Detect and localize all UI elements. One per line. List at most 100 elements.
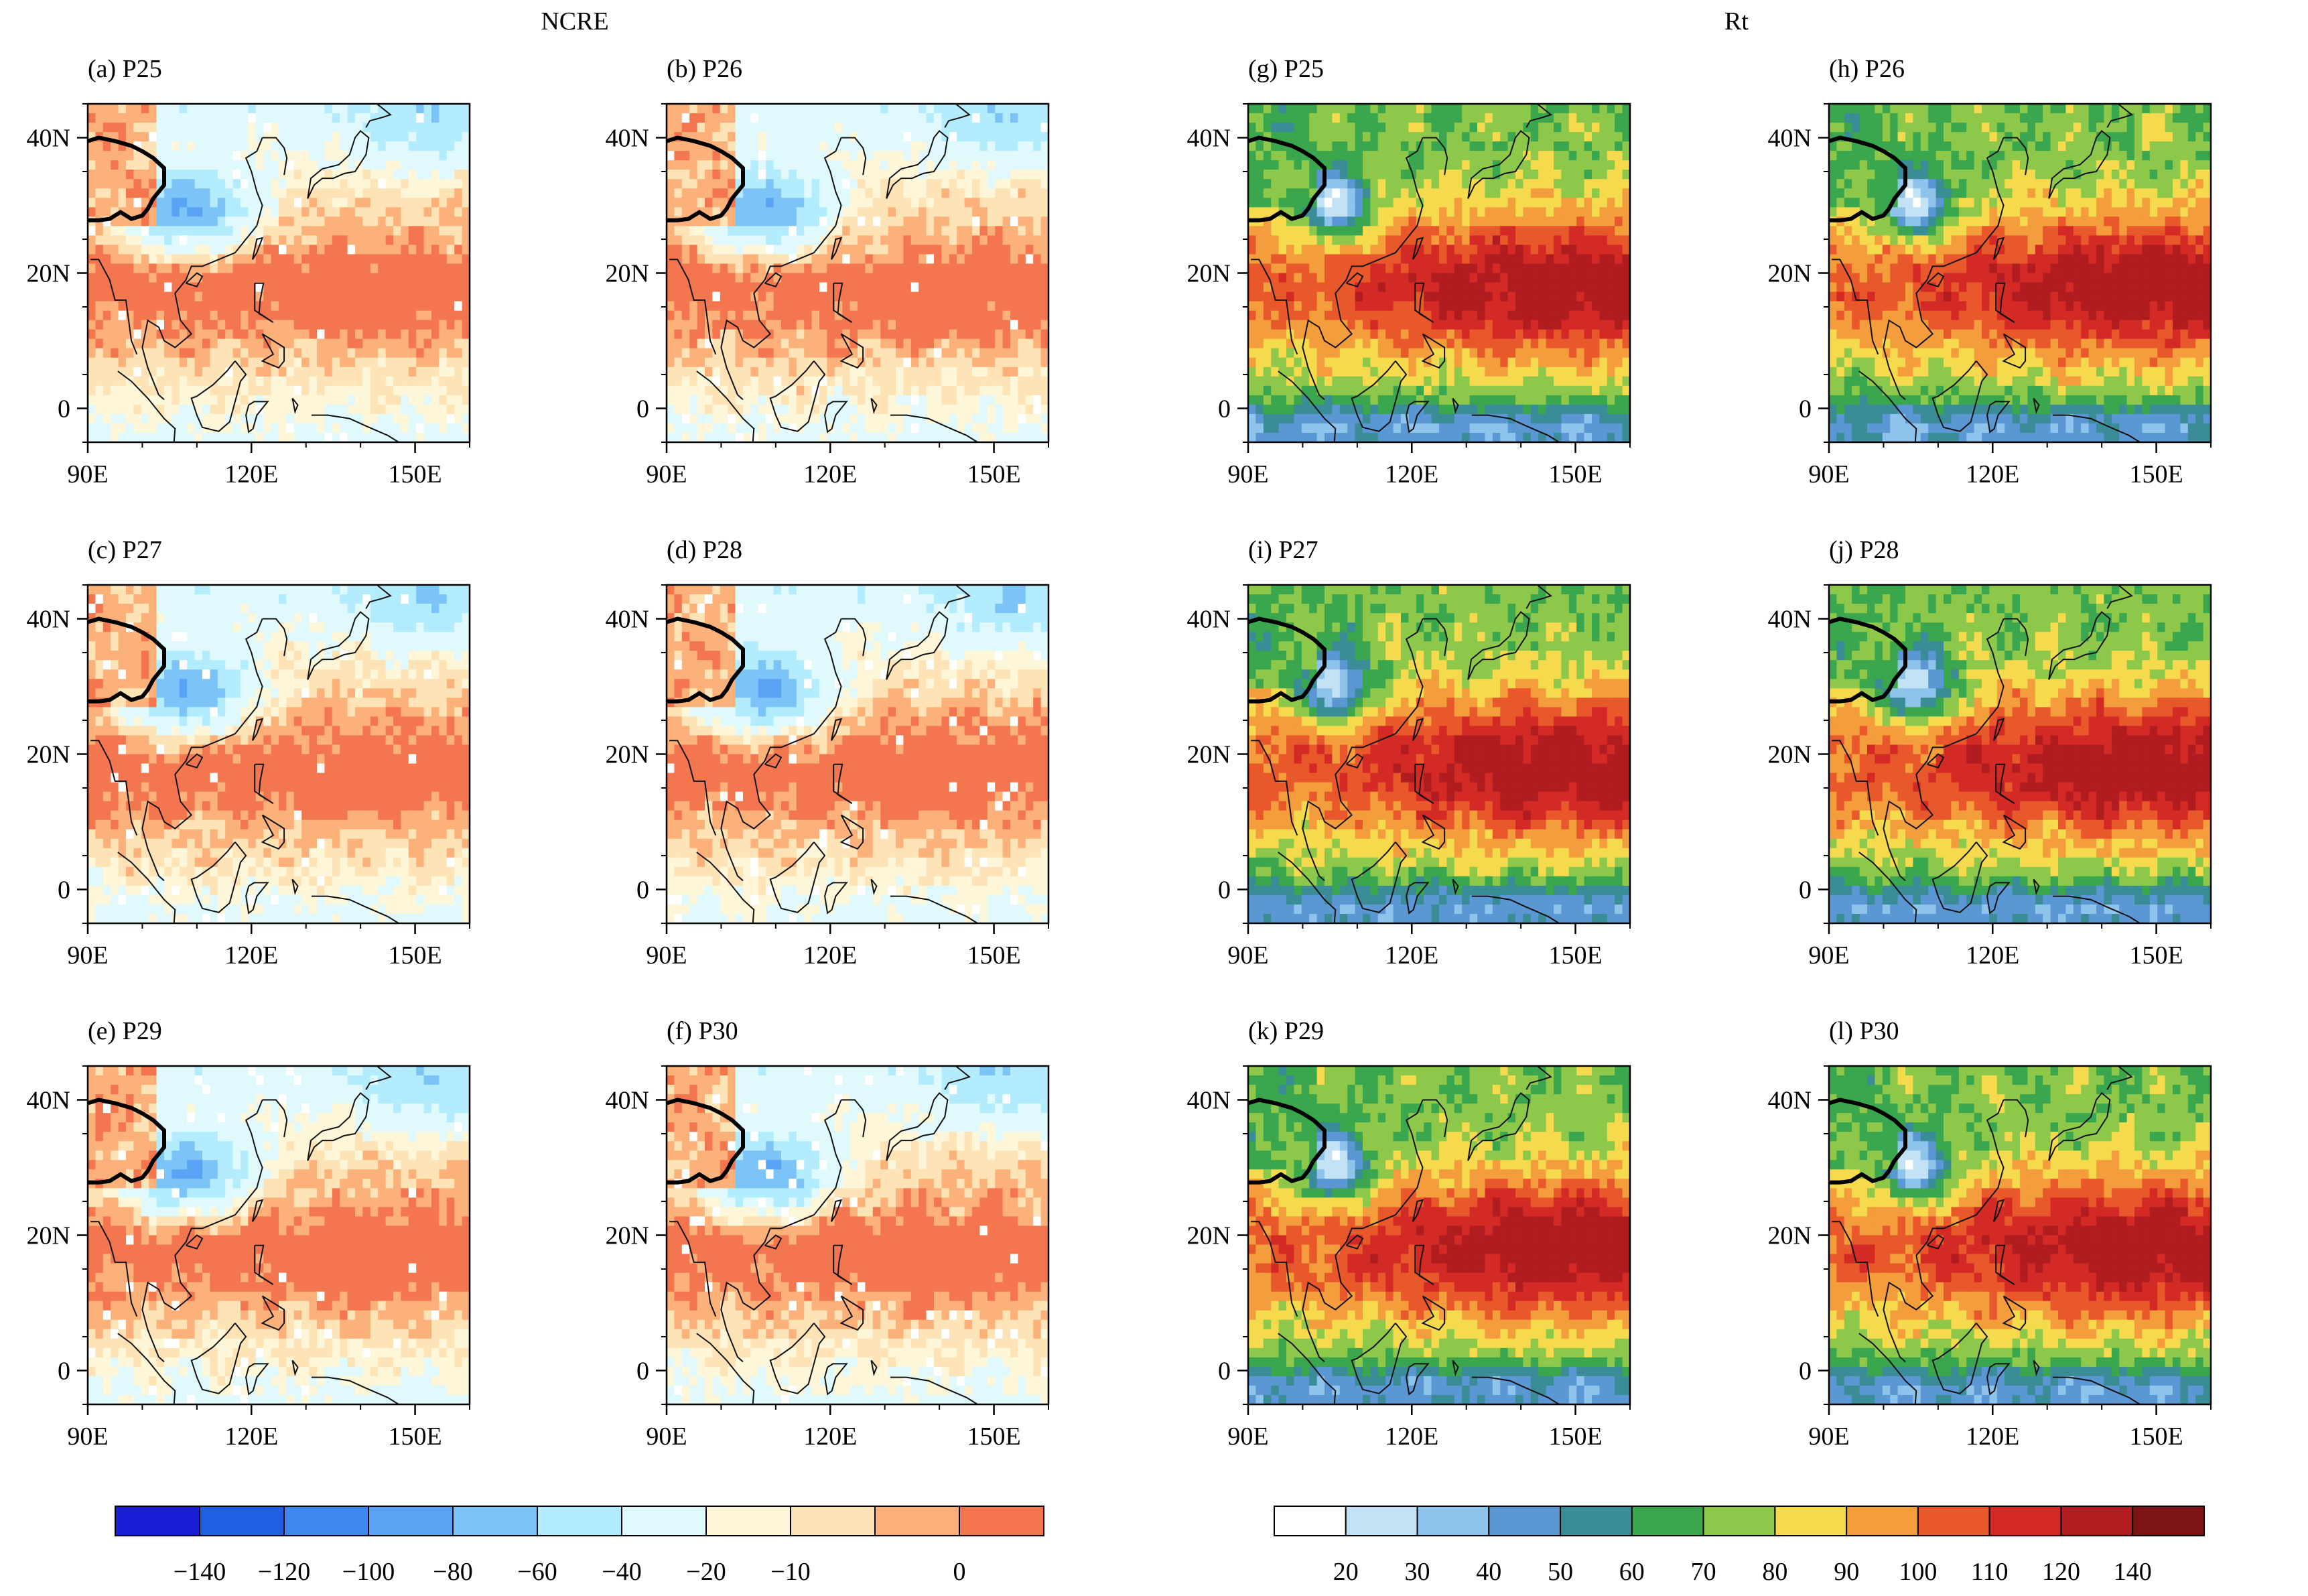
grid-cell: [835, 179, 843, 189]
grid-cell: [888, 207, 896, 217]
grid-cell: [842, 386, 850, 396]
grid-cell: [180, 170, 188, 180]
grid-cell: [705, 151, 713, 161]
grid-cell: [310, 395, 318, 405]
grid-cell: [286, 170, 294, 180]
grid-cell: [1394, 320, 1402, 330]
grid-cell: [965, 141, 973, 151]
grid-cell: [949, 330, 957, 340]
grid-cell: [812, 113, 820, 123]
grid-cell: [1026, 245, 1034, 255]
grid-cell: [355, 292, 363, 302]
grid-cell: [949, 132, 957, 142]
grid-cell: [439, 198, 447, 208]
grid-cell: [393, 273, 401, 283]
grid-cell: [988, 414, 996, 424]
grid-cell: [674, 226, 682, 236]
grid-cell: [393, 311, 401, 321]
grid-cell: [911, 123, 919, 133]
grid-cell: [858, 235, 866, 245]
grid-cell: [957, 216, 965, 226]
grid-cell: [202, 104, 210, 114]
grid-cell: [340, 273, 348, 283]
grid-cell: [340, 207, 348, 217]
grid-cell: [1446, 179, 1454, 189]
grid-cell: [1394, 123, 1402, 133]
grid-cell: [850, 123, 858, 133]
grid-cell: [225, 263, 233, 273]
grid-cell: [941, 245, 949, 255]
grid-cell: [454, 170, 462, 180]
panel-label: (b) P26: [667, 55, 742, 83]
grid-cell: [911, 188, 919, 198]
grid-cell: [447, 141, 455, 151]
grid-cell: [386, 273, 394, 283]
grid-cell: [728, 123, 736, 133]
grid-cell: [774, 141, 782, 151]
grid-cell: [362, 179, 370, 189]
grid-cell: [835, 160, 843, 170]
grid-cell: [1446, 330, 1454, 340]
grid-cell: [111, 245, 119, 255]
grid-cell: [1033, 377, 1041, 387]
grid-cell: [286, 179, 294, 189]
grid-cell: [965, 386, 973, 396]
grid-cell: [126, 395, 134, 405]
grid-cell: [674, 302, 682, 312]
grid-cell: [1363, 330, 1371, 340]
grid-cell: [1561, 226, 1569, 236]
grid-cell: [378, 123, 386, 133]
grid-cell: [218, 132, 226, 142]
grid-cell: [1248, 123, 1256, 133]
grid-cell: [172, 283, 180, 293]
grid-cell: [1018, 170, 1026, 180]
grid-cell: [210, 395, 218, 405]
grid-cell: [431, 395, 439, 405]
grid-cell: [682, 160, 690, 170]
grid-cell: [736, 216, 744, 226]
grid-cell: [1607, 254, 1615, 264]
grid-cell: [812, 423, 820, 434]
grid-cell: [119, 283, 127, 293]
grid-cell: [180, 235, 188, 245]
grid-cell: [972, 160, 980, 170]
grid-cell: [180, 226, 188, 236]
grid-cell: [911, 216, 919, 226]
grid-cell: [1340, 123, 1348, 133]
grid-cell: [1370, 141, 1378, 151]
grid-cell: [797, 414, 805, 424]
grid-cell: [256, 132, 264, 142]
grid-cell: [858, 207, 866, 217]
grid-cell: [1561, 170, 1569, 180]
grid-cell: [712, 273, 720, 283]
grid-cell: [141, 113, 149, 123]
grid-cell: [1424, 123, 1432, 133]
grid-cell: [873, 123, 881, 133]
grid-cell: [758, 292, 766, 302]
grid-cell: [1576, 160, 1584, 170]
grid-cell: [393, 226, 401, 236]
grid-cell: [1363, 179, 1371, 189]
grid-cell: [1279, 151, 1287, 161]
grid-cell: [979, 405, 988, 415]
grid-cell: [888, 245, 896, 255]
grid-cell: [294, 311, 302, 321]
grid-cell: [865, 320, 873, 330]
grid-cell: [301, 226, 310, 236]
grid-cell: [332, 179, 340, 189]
grid-cell: [362, 160, 370, 170]
grid-cell: [195, 311, 203, 321]
grid-cell: [431, 386, 439, 396]
grid-cell: [378, 386, 386, 396]
grid-cell: [370, 216, 379, 226]
grid-cell: [355, 263, 363, 273]
grid-cell: [1271, 254, 1279, 264]
grid-cell: [1599, 339, 1607, 349]
grid-cell: [1317, 141, 1325, 151]
grid-cell: [126, 132, 134, 142]
grid-cell: [1599, 283, 1607, 293]
grid-cell: [919, 348, 927, 358]
grid-cell: [1370, 302, 1378, 312]
grid-cell: [317, 179, 325, 189]
grid-cell: [1538, 302, 1546, 312]
